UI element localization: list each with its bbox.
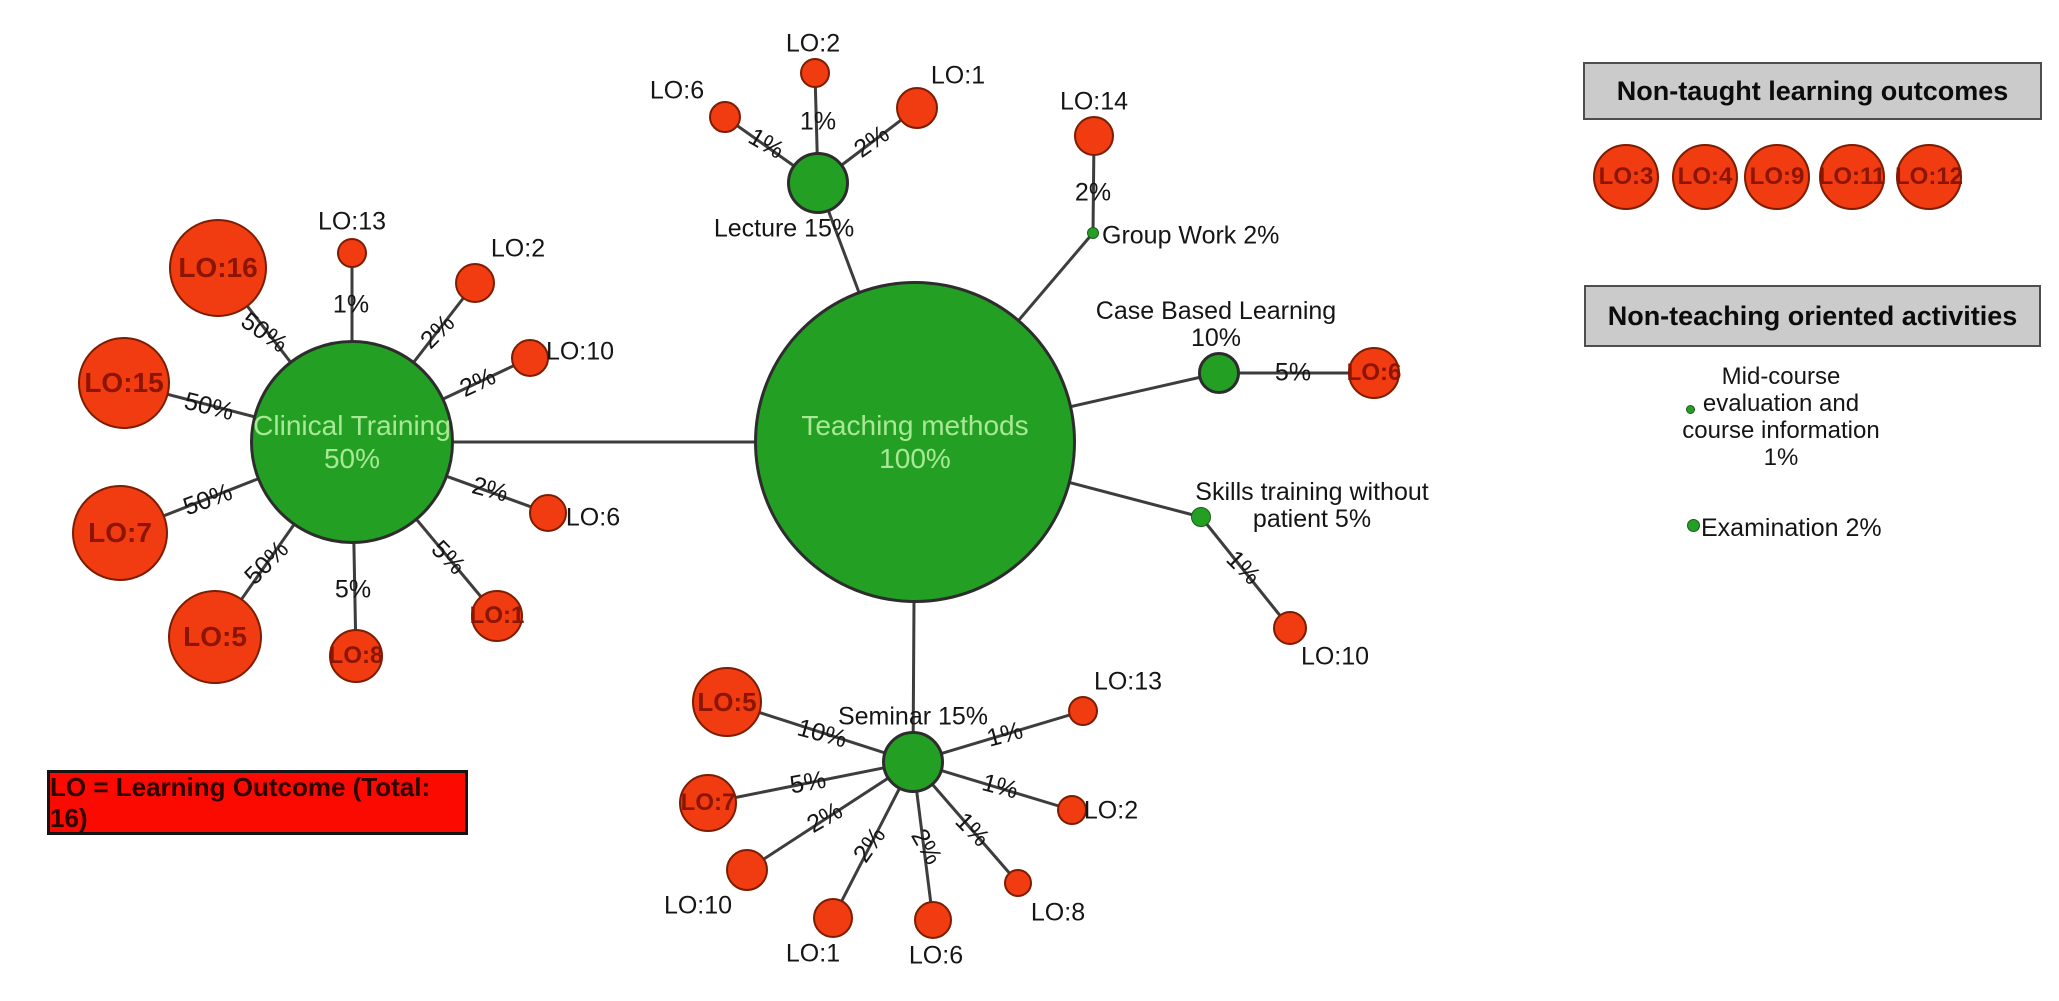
node-clinical-lo6: [529, 494, 567, 532]
node-seminar: [882, 731, 944, 793]
node-label-clinical-lo10: LO:10: [545, 337, 615, 366]
node-clinical-lo5: LO:5: [168, 590, 262, 684]
node-label-group-work: Group Work 2%: [1102, 221, 1280, 250]
examination-label: Examination 2%: [1701, 514, 1882, 542]
node-clinical-lo13: [337, 238, 367, 268]
midcourse-evaluation-dot-icon: [1686, 405, 1695, 414]
non-taught-lo-circle: LO:11: [1819, 144, 1885, 210]
edge-percentage-label-seminar-lo7: 5%: [787, 765, 829, 800]
node-clinical-lo8: LO:8: [329, 629, 383, 683]
node-lecture-lo6: [709, 101, 741, 133]
non-teaching-activities-panel: Non-teaching oriented activities: [1584, 285, 2041, 347]
lo-legend-box: LO = Learning Outcome (Total: 16): [47, 770, 468, 835]
node-label-seminar-lo8: LO:8: [1030, 898, 1086, 927]
examination-dot-icon: [1687, 519, 1700, 532]
edge-percentage-label-clinical-lo8: 5%: [334, 575, 372, 604]
node-label-lecture-lo6: LO:6: [649, 76, 705, 105]
node-seminar-lo6: [914, 901, 952, 939]
edge-percentage-label-cbl-lo6: 5%: [1274, 358, 1312, 387]
non-taught-lo-circle: LO:3: [1593, 144, 1659, 210]
node-label-seminar-lo13: LO:13: [1093, 667, 1163, 696]
node-label-seminar-lo10: LO:10: [663, 891, 733, 920]
non-taught-lo-circle: LO:9: [1744, 144, 1810, 210]
node-label-seminar: Seminar 15%: [837, 702, 989, 731]
node-teaching-methods: Teaching methods 100%: [754, 281, 1076, 603]
node-lecture: [787, 152, 849, 214]
node-seminar-lo8: [1004, 869, 1032, 897]
node-label-clinical-lo6: LO:6: [565, 503, 621, 532]
node-seminar-lo13: [1068, 696, 1098, 726]
edge-percentage-label-clinical-lo13: 1%: [332, 290, 370, 319]
edge-line-seminar-seminar-lo10: [746, 760, 914, 872]
node-lecture-lo1: [896, 87, 938, 129]
node-label-seminar-lo1: LO:1: [785, 939, 841, 968]
node-groupwork-lo14: [1074, 116, 1114, 156]
node-clinical-lo16: LO:16: [169, 219, 267, 317]
node-skills-lo10: [1273, 611, 1307, 645]
node-group-work: [1087, 227, 1099, 239]
node-label-clinical-lo2: LO:2: [490, 234, 546, 263]
node-clinical-training: Clinical Training 50%: [250, 340, 454, 544]
lo-legend-text: LO = Learning Outcome (Total: 16): [50, 771, 431, 833]
node-cbl-lo6: LO:6: [1347, 347, 1401, 399]
node-label-clinical-lo13: LO:13: [317, 207, 387, 236]
node-case-based-learning: [1198, 352, 1240, 394]
node-label-seminar-lo2: LO:2: [1083, 796, 1139, 825]
node-seminar-lo7: LO:7: [679, 774, 737, 832]
node-label-lecture-lo2: LO:2: [785, 29, 841, 58]
non-taught-lo-circle: LO:4: [1672, 144, 1738, 210]
node-lecture-lo2: [800, 58, 830, 88]
node-label-skills-lo10: LO:10: [1300, 642, 1370, 671]
node-clinical-lo2: [455, 263, 495, 303]
non-teaching-panel-title: Non-teaching oriented activities: [1607, 300, 2018, 331]
edge-percentage-label-lecture-lo2: 1%: [799, 107, 837, 136]
node-seminar-lo10: [726, 849, 768, 891]
node-label-groupwork-lo14: LO:14: [1059, 87, 1129, 116]
midcourse-evaluation-label: Mid-course evaluation and course informa…: [1682, 363, 1880, 471]
node-clinical-lo7: LO:7: [72, 485, 168, 581]
node-seminar-lo2: [1057, 795, 1087, 825]
node-label-lecture-lo1: LO:1: [930, 61, 986, 90]
edge-line-skills-training-skills-lo10: [1199, 516, 1292, 629]
node-seminar-lo5: LO:5: [692, 667, 762, 737]
non-taught-panel-title: Non-taught learning outcomes: [1616, 75, 2009, 106]
edge-line-seminar-seminar-lo7: [707, 760, 914, 805]
non-taught-outcomes-panel: Non-taught learning outcomes: [1583, 62, 2042, 120]
node-clinical-lo1: LO:1: [470, 590, 524, 642]
node-label-seminar-lo6: LO:6: [908, 941, 964, 970]
node-seminar-lo1: [813, 898, 853, 938]
node-clinical-lo15: LO:15: [78, 337, 170, 429]
node-skills-training: [1191, 507, 1211, 527]
node-label-case-based-learning: Case Based Learning 10%: [1095, 297, 1337, 352]
node-label-skills-training: Skills training without patient 5%: [1195, 478, 1429, 533]
edge-percentage-label-groupwork-lo14: 2%: [1074, 178, 1112, 207]
node-label-lecture: Lecture 15%: [713, 214, 855, 243]
node-clinical-lo10: [511, 339, 549, 377]
non-taught-lo-circle: LO:12: [1895, 144, 1963, 210]
